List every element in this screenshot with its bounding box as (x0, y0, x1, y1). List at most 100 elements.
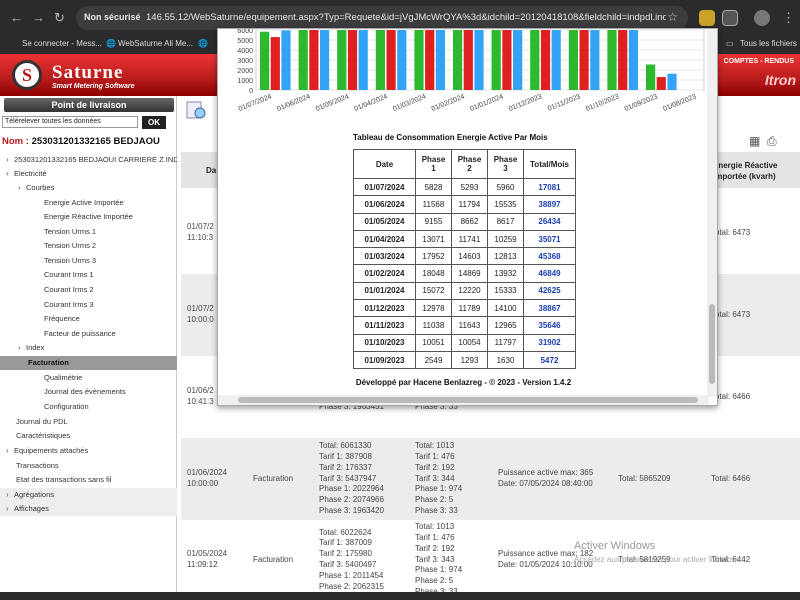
sidebar-item[interactable]: › Equipements attachés (0, 444, 177, 458)
bar-mark[interactable] (628, 30, 638, 90)
ok-button[interactable]: OK (142, 116, 166, 129)
bar-mark[interactable] (337, 30, 347, 90)
sidebar-item[interactable]: › Index (0, 341, 177, 355)
vertical-scrollbar[interactable] (707, 29, 717, 397)
profile-avatar[interactable] (754, 10, 770, 26)
chevron-right-icon[interactable]: › (18, 183, 21, 192)
sidebar-item[interactable]: › Courbes (0, 181, 177, 195)
sidebar-item[interactable]: Courant Irms 3 (0, 298, 177, 312)
bar-mark[interactable] (281, 30, 291, 90)
action-select[interactable]: Télérelever toutes les données (2, 116, 138, 128)
bar-mark[interactable] (453, 30, 463, 90)
sidebar-item[interactable]: Tension Urms 2 (0, 239, 177, 253)
bookmark-item[interactable]: WebSaturne Ali Me... (118, 39, 193, 48)
url-text[interactable]: 146.55.12/WebSaturne/equipement.aspx?Typ… (146, 12, 666, 23)
forward-icon[interactable]: → (32, 10, 45, 25)
sidebar-item[interactable]: Courant Irms 2 (0, 283, 177, 297)
sidebar-item[interactable]: Energie Réactive Importée (0, 210, 177, 224)
bar-mark[interactable] (298, 30, 308, 90)
bar-mark[interactable] (309, 30, 319, 90)
bookmark-star-icon[interactable]: ☆ (667, 10, 678, 24)
table-row: 01/07/2024 5828 5293 5960 17081 (353, 177, 576, 197)
bar-mark[interactable] (618, 30, 628, 90)
cell-date: 01/07/2 10:00:0 (187, 304, 214, 324)
cell-index: Total: 1013 Tarif 1: 476 Tarif 2: 192 Ta… (415, 441, 463, 515)
bookmark-globe-icon[interactable]: 🌐 (198, 39, 208, 48)
sidebar-item[interactable]: Energie Active Importée (0, 196, 177, 210)
hscroll-thumb[interactable] (238, 397, 698, 403)
bookmark-folder[interactable]: Tous les fichiers (740, 39, 797, 48)
bar-mark[interactable] (513, 30, 523, 90)
address-bar[interactable]: Non sécurisé 146.55.12/WebSaturne/equipe… (76, 6, 688, 30)
bar-mark[interactable] (502, 30, 512, 90)
cell-total: Total: 5865209 (618, 473, 671, 483)
cell-phase: 1293 (451, 350, 488, 370)
bar-mark[interactable] (667, 73, 677, 90)
bar-mark[interactable] (435, 30, 445, 90)
bar-mark[interactable] (530, 30, 540, 90)
sidebar-item[interactable]: Courant Irms 1 (0, 268, 177, 282)
sidebar-item[interactable]: Caractéristiques (0, 429, 177, 443)
chevron-right-icon[interactable]: › (6, 155, 9, 164)
bar-mark[interactable] (358, 30, 368, 90)
bar-mark[interactable] (579, 30, 589, 90)
bar-mark[interactable] (260, 31, 270, 90)
scroll-thumb[interactable] (709, 304, 715, 384)
security-label[interactable]: Non sécurisé (84, 12, 141, 22)
horizontal-scrollbar[interactable] (218, 395, 709, 405)
sidebar-item[interactable]: › Agrégations (0, 488, 177, 502)
puzzle-icon[interactable] (722, 10, 738, 26)
sidebar-item[interactable]: › Affichages (0, 502, 177, 516)
sidebar-item[interactable]: Tension Urms 1 (0, 225, 177, 239)
table-row[interactable]: 01/06/2024 10:00:00 Facturation Total: 606… (181, 438, 800, 520)
header-menu-link[interactable]: COMPTES - RENDUS (723, 58, 794, 65)
bar-mark[interactable] (607, 30, 617, 90)
sidebar-item[interactable]: › 253031201332165 BEDJAOUI CARRIERE Z.IND (0, 153, 177, 167)
bar-mark[interactable] (656, 77, 666, 90)
chevron-right-icon[interactable]: › (6, 504, 9, 513)
sidebar-item[interactable]: Journal des évènements (0, 385, 177, 399)
bar-mark[interactable] (320, 30, 330, 90)
menu-icon[interactable]: ⋮ (782, 10, 795, 25)
bar-mark[interactable] (414, 30, 424, 90)
sidebar-item[interactable]: Journal du PDL (0, 415, 177, 429)
chevron-right-icon[interactable]: › (6, 446, 9, 455)
excel-icon[interactable]: ▦ (749, 134, 761, 148)
bar-mark[interactable] (386, 30, 396, 90)
sidebar-item[interactable]: › Electricité (0, 167, 177, 181)
back-icon[interactable]: ← (10, 10, 23, 25)
bookmark-item[interactable]: Se connecter - Mess... (22, 39, 103, 48)
chevron-right-icon[interactable]: › (6, 490, 9, 499)
bar-mark[interactable] (347, 30, 358, 90)
bar-mark[interactable] (551, 30, 561, 90)
sidebar-item[interactable]: Facteur de puissance (0, 327, 177, 341)
sidebar-item[interactable]: Facturation (0, 356, 177, 370)
reload-icon[interactable]: ↻ (54, 10, 65, 25)
sidebar-item[interactable]: Transactions (0, 459, 177, 473)
bar-mark[interactable] (590, 30, 600, 90)
table-row[interactable]: 01/05/2024 11:09:12 Facturation Total: 602… (181, 520, 800, 600)
bar-mark[interactable] (270, 37, 280, 90)
cell-total: 46849 (523, 264, 576, 283)
bar-mark[interactable] (474, 30, 484, 90)
chevron-right-icon[interactable]: › (6, 169, 9, 178)
sidebar-item[interactable]: Etat des transactions sans fil (0, 473, 177, 487)
bar-mark[interactable] (397, 30, 407, 90)
chevron-right-icon[interactable]: › (18, 343, 21, 352)
extension-icon[interactable] (699, 10, 715, 26)
bar-mark[interactable] (568, 30, 578, 90)
bar-mark[interactable] (463, 30, 473, 90)
bar-mark[interactable] (646, 64, 656, 90)
sidebar-item[interactable]: Tension Urms 3 (0, 254, 177, 268)
bar-mark[interactable] (425, 30, 435, 90)
bar-mark[interactable] (540, 30, 551, 90)
sidebar-item[interactable]: Configuration (0, 400, 177, 414)
bar-mark[interactable] (375, 30, 385, 90)
sidebar-item[interactable]: Qualimétrie (0, 371, 177, 385)
sidebar-item[interactable]: Fréquence (0, 312, 177, 326)
table-row[interactable]: 01/07/2 11:10:3 Total: 6473 (181, 192, 800, 274)
delivery-point-name: Nom : 253031201332165 BEDJAOU (2, 136, 160, 147)
sidebar-item-label: Qualimétrie (44, 373, 83, 382)
bar-mark[interactable] (491, 30, 501, 90)
print-icon[interactable]: ⎙ (767, 134, 777, 148)
